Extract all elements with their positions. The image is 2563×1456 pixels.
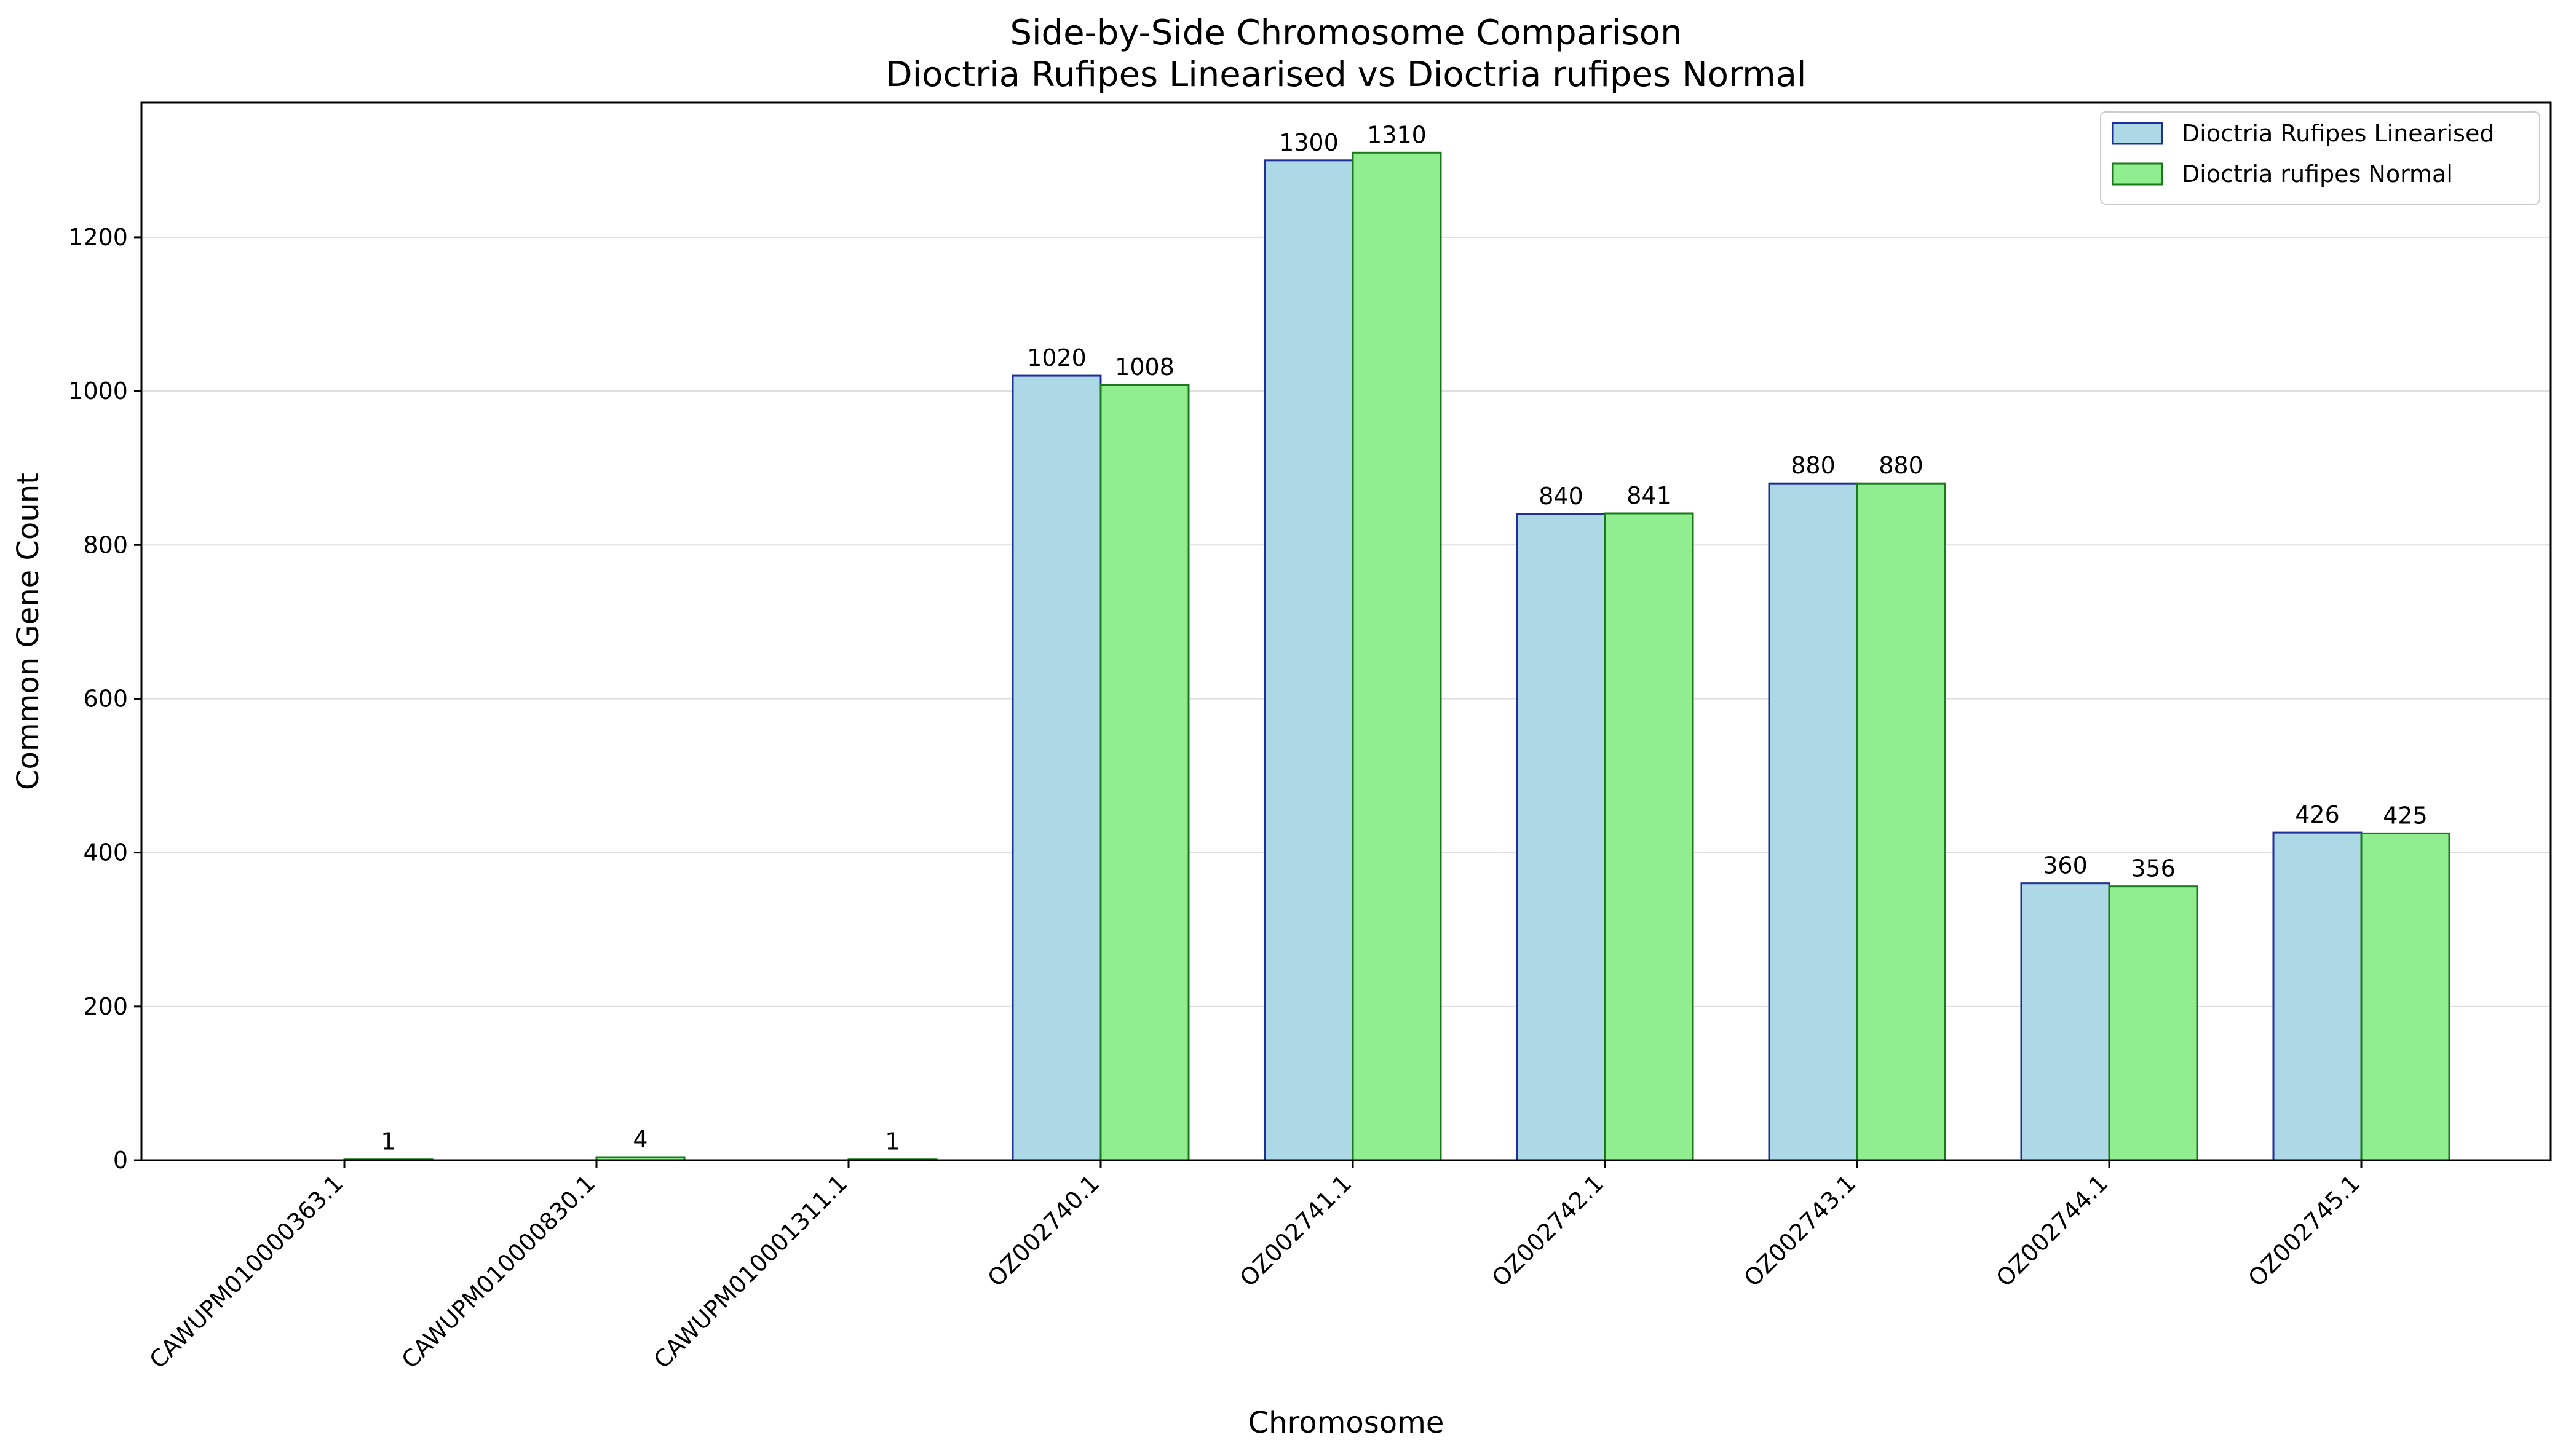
bar-value-label: 4: [633, 1126, 648, 1153]
legend-label-normal: Dioctria rufipes Normal: [2182, 160, 2453, 188]
legend-swatch-linearised: [2112, 122, 2163, 145]
y-tick-label: 600: [83, 685, 128, 712]
y-tick-label: 200: [83, 993, 128, 1020]
bar: [2108, 885, 2198, 1161]
bar: [1604, 512, 1694, 1161]
chart-title: Side-by-Side Chromosome Comparison: [1010, 13, 1682, 53]
bar-value-label: 356: [2131, 855, 2176, 882]
plot-frame: [140, 101, 2552, 1161]
y-axis-title: Common Gene Count: [11, 473, 46, 790]
bar-value-label: 1008: [1115, 354, 1175, 381]
bar: [2272, 831, 2363, 1161]
legend-frame: [2100, 111, 2540, 205]
y-tick-label: 1200: [68, 224, 128, 251]
bar-value-label: 1: [885, 1128, 900, 1155]
bar-value-label: 1: [381, 1128, 395, 1155]
bar-value-label: 841: [1626, 482, 1671, 509]
x-axis-title: Chromosome: [1248, 1406, 1444, 1440]
bar-value-label: 880: [1879, 452, 1923, 479]
bar: [1012, 374, 1102, 1161]
y-tick-label: 800: [83, 531, 128, 558]
bar: [2360, 832, 2450, 1161]
bar-value-label: 1300: [1279, 129, 1339, 156]
bars-group: [343, 151, 2450, 1161]
bar-value-label: 425: [2383, 802, 2428, 829]
bar: [1768, 482, 1858, 1161]
bar: [2020, 882, 2110, 1161]
y-tick-label: 400: [83, 839, 128, 866]
bar: [1352, 151, 1442, 1161]
bar-value-label: 840: [1539, 483, 1583, 510]
bar-value-label: 1310: [1367, 121, 1427, 148]
bar: [1264, 159, 1354, 1161]
bar-value-label: 360: [2043, 852, 2088, 879]
y-axis-ticks: 0 200 400 600 800 1000 1200: [68, 224, 141, 1174]
bar-value-label: 426: [2295, 801, 2340, 828]
legend-label-linearised: Dioctria Rufipes Linearised: [2182, 120, 2494, 147]
y-tick-label: 0: [113, 1147, 128, 1174]
y-tick-label: 1000: [68, 378, 128, 405]
bar-value-label: 1020: [1027, 344, 1087, 371]
bar-value-label: 880: [1791, 452, 1836, 479]
legend: Dioctria Rufipes Linearised Dioctria ruf…: [2100, 111, 2540, 205]
data-labels-group: 1020 1300 840 880 360 426 1 4 1 1008 1310 841 880 356…: [381, 121, 2427, 1155]
legend-swatch-normal: [2112, 162, 2163, 186]
bar: [1516, 513, 1606, 1161]
chart-subtitle: Dioctria Rufipes Linearised vs Dioctria …: [886, 55, 1807, 95]
bar: [1099, 384, 1190, 1161]
bar: [1856, 482, 1946, 1161]
